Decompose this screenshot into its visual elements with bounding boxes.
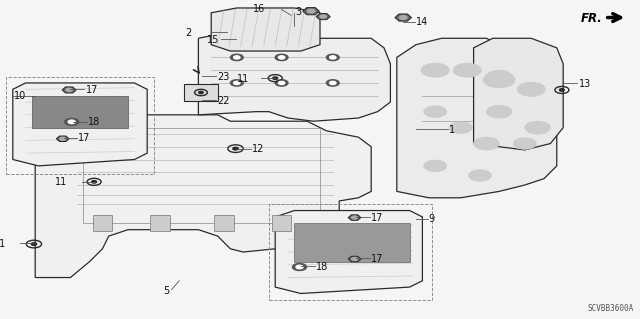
FancyBboxPatch shape (184, 84, 218, 101)
Circle shape (65, 118, 79, 125)
Circle shape (230, 80, 243, 86)
Bar (214, 215, 234, 231)
Polygon shape (348, 256, 361, 262)
Circle shape (60, 137, 65, 140)
Circle shape (31, 243, 36, 245)
Circle shape (234, 56, 240, 59)
Circle shape (517, 82, 545, 96)
Polygon shape (198, 32, 390, 121)
Circle shape (525, 121, 550, 134)
Circle shape (66, 88, 72, 92)
Text: FR.: FR. (581, 12, 603, 25)
Circle shape (453, 63, 481, 77)
Text: 16: 16 (253, 4, 266, 14)
Text: 18: 18 (316, 262, 328, 272)
Polygon shape (397, 38, 557, 198)
Text: 11: 11 (55, 177, 67, 188)
Circle shape (483, 72, 515, 88)
Circle shape (230, 54, 243, 61)
Circle shape (278, 56, 285, 59)
Text: 17: 17 (86, 85, 98, 95)
Polygon shape (13, 83, 147, 166)
Text: 23: 23 (218, 71, 230, 82)
Polygon shape (211, 8, 320, 51)
Polygon shape (303, 8, 319, 15)
Circle shape (233, 147, 238, 150)
Circle shape (513, 138, 536, 149)
Circle shape (92, 181, 97, 183)
Text: 10: 10 (14, 91, 26, 101)
Text: 9: 9 (429, 214, 435, 224)
Circle shape (68, 120, 76, 124)
Text: 15: 15 (207, 34, 219, 45)
Bar (272, 215, 291, 231)
Text: 13: 13 (579, 78, 591, 89)
Polygon shape (395, 14, 412, 21)
Circle shape (307, 9, 315, 13)
Polygon shape (474, 38, 563, 150)
Bar (150, 215, 170, 231)
Text: 11: 11 (237, 74, 250, 84)
Text: 22: 22 (218, 96, 230, 106)
Polygon shape (32, 96, 128, 128)
Circle shape (273, 77, 278, 79)
Circle shape (474, 137, 499, 150)
Circle shape (234, 81, 240, 85)
Circle shape (326, 80, 339, 86)
Circle shape (326, 54, 339, 61)
Circle shape (424, 160, 447, 172)
Text: 17: 17 (371, 254, 383, 264)
Circle shape (421, 63, 449, 77)
Circle shape (486, 105, 512, 118)
Circle shape (275, 80, 288, 86)
Polygon shape (35, 102, 371, 278)
Text: 17: 17 (371, 212, 383, 223)
Circle shape (449, 122, 472, 133)
Circle shape (399, 16, 407, 19)
Text: 3: 3 (296, 7, 302, 17)
Circle shape (296, 265, 303, 269)
Text: 12: 12 (252, 144, 264, 154)
Circle shape (320, 15, 326, 18)
Circle shape (198, 92, 204, 94)
Text: 17: 17 (78, 133, 90, 144)
Polygon shape (348, 215, 361, 220)
Circle shape (330, 81, 336, 85)
Circle shape (292, 263, 307, 271)
Circle shape (518, 83, 544, 96)
Circle shape (275, 54, 288, 61)
Bar (93, 215, 112, 231)
Polygon shape (294, 223, 410, 262)
Polygon shape (275, 211, 422, 293)
Circle shape (352, 258, 358, 260)
Circle shape (330, 56, 336, 59)
Circle shape (468, 170, 492, 181)
Circle shape (352, 216, 358, 219)
Circle shape (424, 106, 447, 117)
Circle shape (486, 70, 512, 83)
Text: 2: 2 (186, 27, 192, 38)
Text: 14: 14 (416, 17, 428, 27)
Polygon shape (62, 87, 76, 93)
Text: SCVBB3600A: SCVBB3600A (588, 304, 634, 313)
Text: 1: 1 (449, 125, 456, 135)
Text: 18: 18 (88, 117, 100, 128)
Circle shape (278, 81, 285, 85)
Text: 11: 11 (0, 239, 6, 249)
Text: 5: 5 (163, 286, 170, 296)
Polygon shape (316, 13, 330, 20)
Polygon shape (56, 136, 69, 142)
Circle shape (559, 89, 564, 91)
